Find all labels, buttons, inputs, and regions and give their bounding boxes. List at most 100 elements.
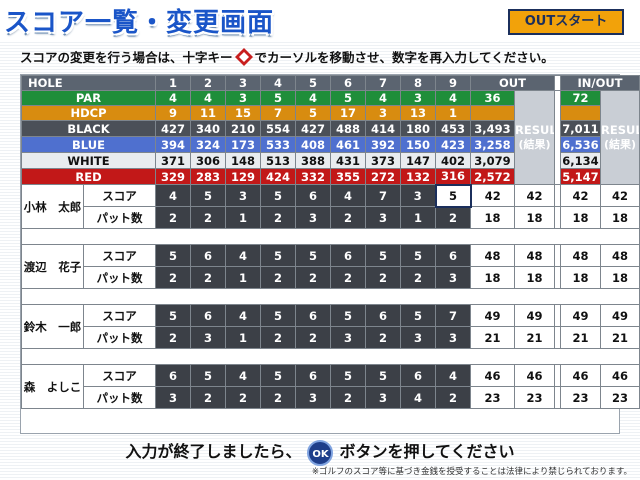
putt-cell[interactable]: 3 bbox=[400, 326, 436, 349]
hdcp-inout-empty bbox=[560, 105, 601, 121]
putt-cell[interactable]: 2 bbox=[260, 206, 296, 229]
putt-cell[interactable]: 2 bbox=[435, 386, 471, 409]
score-cell[interactable]: 5 bbox=[260, 364, 296, 387]
putt-cell[interactable]: 3 bbox=[190, 326, 226, 349]
putt-cell[interactable]: 2 bbox=[155, 326, 191, 349]
ok-button-icon[interactable]: OK bbox=[307, 439, 334, 466]
putt-cell[interactable]: 3 bbox=[295, 206, 331, 229]
score-out: 49 bbox=[470, 304, 515, 327]
hole-label: HOLE bbox=[21, 75, 156, 91]
putt-cell[interactable]: 3 bbox=[435, 326, 471, 349]
putt-cell[interactable]: 2 bbox=[330, 386, 366, 409]
putt-cell[interactable]: 2 bbox=[435, 206, 471, 229]
score-cell[interactable]: 5 bbox=[400, 244, 436, 267]
score-cell[interactable]: 5 bbox=[260, 304, 296, 327]
score-cell[interactable]: 6 bbox=[190, 244, 226, 267]
score-cell[interactable]: 4 bbox=[435, 364, 471, 387]
putt-cell[interactable]: 2 bbox=[295, 326, 331, 349]
score-cell-selected[interactable]: 5 bbox=[434, 183, 472, 208]
score-result: 48 bbox=[514, 244, 555, 267]
score-cell[interactable]: 5 bbox=[365, 364, 401, 387]
putt-cell[interactable]: 3 bbox=[295, 386, 331, 409]
score-cell[interactable]: 3 bbox=[225, 184, 261, 207]
tee-yardage: 461 bbox=[330, 136, 366, 153]
player-name: 鈴木 一郎 bbox=[21, 304, 84, 349]
putt-cell[interactable]: 2 bbox=[155, 206, 191, 229]
putt-cell[interactable]: 3 bbox=[365, 386, 401, 409]
hdcp-value: 11 bbox=[190, 105, 226, 121]
score-inout: 46 bbox=[560, 364, 601, 387]
score-cell[interactable]: 5 bbox=[155, 244, 191, 267]
hole-number: 2 bbox=[190, 75, 226, 91]
putt-cell[interactable]: 3 bbox=[330, 326, 366, 349]
out-start-button[interactable]: OUTスタート bbox=[508, 9, 624, 35]
tee-name: WHITE bbox=[21, 152, 156, 169]
score-result: 46 bbox=[514, 364, 555, 387]
score-cell[interactable]: 5 bbox=[260, 184, 296, 207]
tee-out-total: 3,493 bbox=[470, 120, 515, 137]
putt-cell[interactable]: 3 bbox=[435, 266, 471, 289]
score-cell[interactable]: 5 bbox=[190, 364, 226, 387]
score-cell[interactable]: 3 bbox=[400, 184, 436, 207]
putt-cell[interactable]: 3 bbox=[155, 386, 191, 409]
hdcp-value: 7 bbox=[260, 105, 296, 121]
putt-cell[interactable]: 2 bbox=[260, 326, 296, 349]
putt-cell[interactable]: 1 bbox=[225, 266, 261, 289]
score-cell[interactable]: 6 bbox=[295, 304, 331, 327]
score-cell[interactable]: 5 bbox=[295, 244, 331, 267]
tee-yardage: 388 bbox=[295, 152, 331, 169]
score-cell[interactable]: 6 bbox=[365, 304, 401, 327]
score-cell[interactable]: 4 bbox=[225, 304, 261, 327]
putt-cell[interactable]: 4 bbox=[400, 386, 436, 409]
putt-cell[interactable]: 2 bbox=[190, 386, 226, 409]
putt-cell[interactable]: 2 bbox=[190, 206, 226, 229]
score-cell[interactable]: 6 bbox=[295, 184, 331, 207]
tee-out-total: 2,572 bbox=[470, 168, 515, 185]
result-text: RESULT bbox=[601, 123, 639, 137]
score-cell[interactable]: 5 bbox=[330, 364, 366, 387]
putt-row-label: パット数 bbox=[83, 266, 156, 289]
score-cell[interactable]: 4 bbox=[330, 184, 366, 207]
score-cell[interactable]: 4 bbox=[155, 184, 191, 207]
putt-cell[interactable]: 1 bbox=[225, 206, 261, 229]
putt-cell[interactable]: 2 bbox=[260, 266, 296, 289]
score-cell[interactable]: 4 bbox=[225, 364, 261, 387]
tee-row-white: WHITE 371 306 148 513 388 431 373 147 402 3,079 6,1… bbox=[21, 152, 640, 169]
tee-yardage: 414 bbox=[365, 120, 401, 137]
score-cell[interactable]: 7 bbox=[365, 184, 401, 207]
tee-inout-total: 6,134 bbox=[560, 152, 601, 169]
putt-cell[interactable]: 2 bbox=[330, 206, 366, 229]
legal-notice: ※ゴルフのスコア等に基づき金銭を授受することは法律により禁じられております。 bbox=[311, 467, 632, 477]
score-cell[interactable]: 5 bbox=[155, 304, 191, 327]
score-cell[interactable]: 4 bbox=[225, 244, 261, 267]
score-cell[interactable]: 5 bbox=[330, 304, 366, 327]
putt-cell[interactable]: 2 bbox=[225, 386, 261, 409]
putt-cell[interactable]: 2 bbox=[155, 266, 191, 289]
score-cell[interactable]: 6 bbox=[435, 244, 471, 267]
putt-cell[interactable]: 2 bbox=[400, 266, 436, 289]
putt-cell[interactable]: 1 bbox=[400, 206, 436, 229]
putt-cell[interactable]: 2 bbox=[330, 266, 366, 289]
putt-cell[interactable]: 2 bbox=[365, 326, 401, 349]
tee-yardage: 283 bbox=[190, 168, 226, 185]
score-inout: 42 bbox=[560, 184, 601, 207]
score-cell[interactable]: 5 bbox=[260, 244, 296, 267]
score-cell[interactable]: 6 bbox=[400, 364, 436, 387]
score-cell[interactable]: 5 bbox=[365, 244, 401, 267]
putt-cell[interactable]: 1 bbox=[225, 326, 261, 349]
putt-cell[interactable]: 2 bbox=[190, 266, 226, 289]
par-out: 36 bbox=[470, 90, 515, 106]
score-cell[interactable]: 5 bbox=[190, 184, 226, 207]
score-cell[interactable]: 5 bbox=[400, 304, 436, 327]
tee-inout-total: 6,536 bbox=[560, 136, 601, 153]
putt-cell[interactable]: 2 bbox=[365, 266, 401, 289]
score-cell[interactable]: 6 bbox=[190, 304, 226, 327]
putt-cell[interactable]: 2 bbox=[295, 266, 331, 289]
score-cell[interactable]: 6 bbox=[330, 244, 366, 267]
tee-yardage: 316 bbox=[435, 168, 471, 185]
putt-cell[interactable]: 2 bbox=[260, 386, 296, 409]
putt-cell[interactable]: 3 bbox=[365, 206, 401, 229]
score-cell[interactable]: 6 bbox=[295, 364, 331, 387]
score-cell[interactable]: 6 bbox=[155, 364, 191, 387]
score-cell[interactable]: 7 bbox=[435, 304, 471, 327]
